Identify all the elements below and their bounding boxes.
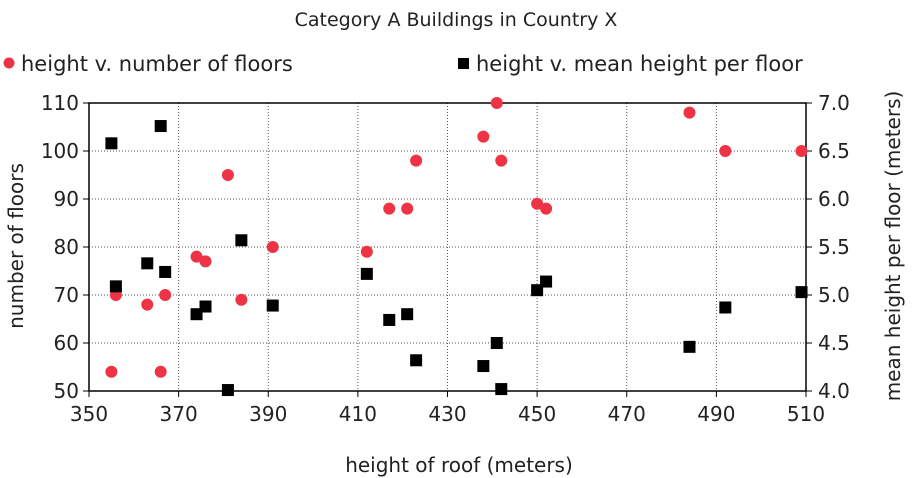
data-point-mean-height — [221, 384, 234, 397]
chart-title: Category A Buildings in Country X — [295, 9, 618, 31]
data-point-mean-height — [235, 234, 248, 247]
y-left-tick-label: 70 — [54, 283, 79, 307]
data-point-floors — [531, 197, 544, 210]
legend-label-mean-height: height v. mean height per floor — [476, 52, 803, 76]
data-point-floors — [159, 289, 172, 301]
x-tick-label: 490 — [697, 402, 735, 426]
data-point-mean-height — [199, 300, 212, 313]
data-point-floors — [154, 365, 167, 378]
series-number-of-floors — [105, 97, 808, 378]
data-point-floors — [795, 145, 808, 157]
data-point-mean-height — [540, 275, 553, 288]
y-right-tick-label: 5.5 — [818, 235, 850, 259]
data-point-floors — [105, 365, 118, 378]
y-right-tick-label: 6.0 — [818, 187, 850, 211]
legend-marker-mean-height — [458, 58, 469, 69]
data-point-mean-height — [159, 265, 172, 278]
data-point-floors — [495, 154, 508, 167]
axis-ticks — [83, 102, 812, 397]
data-point-floors — [221, 169, 234, 181]
legend-label-floors: height v. number of floors — [21, 52, 293, 76]
x-tick-label: 410 — [339, 402, 377, 426]
y-left-tick-label: 110 — [41, 91, 79, 115]
data-point-mean-height — [683, 340, 696, 353]
x-tick-label: 390 — [249, 402, 287, 426]
data-point-floors — [490, 97, 503, 109]
series-mean-height-per-floor — [105, 120, 808, 397]
data-point-mean-height — [383, 313, 396, 326]
y-right-tick-label: 5.0 — [818, 283, 850, 307]
data-point-floors — [401, 202, 414, 215]
data-point-mean-height — [795, 286, 808, 299]
data-point-floors — [190, 250, 203, 263]
data-point-mean-height — [477, 360, 490, 373]
data-point-floors — [235, 293, 248, 306]
y-right-tick-label: 4.0 — [818, 379, 850, 403]
data-point-floors — [719, 145, 732, 157]
data-point-floors — [383, 202, 396, 215]
y-right-tick-label: 6.5 — [818, 139, 850, 163]
y-left-tick-label: 80 — [54, 235, 79, 259]
y-left-tick-label: 50 — [54, 379, 79, 403]
legend: height v. number of floors height v. mea… — [3, 52, 803, 76]
x-tick-label: 430 — [428, 402, 466, 426]
data-point-floors — [540, 202, 553, 215]
axis-tick-labels: 350 370 390 410 430 450 470 490 510 50 60 70 80 90 100… — [41, 91, 850, 426]
x-tick-label: 350 — [70, 402, 108, 426]
data-point-floors — [477, 130, 490, 143]
data-point-mean-height — [266, 299, 279, 312]
data-point-mean-height — [154, 120, 167, 133]
y-left-tick-label: 60 — [54, 331, 79, 355]
y-right-tick-label: 7.0 — [818, 91, 850, 115]
x-tick-label: 370 — [160, 402, 198, 426]
data-point-mean-height — [360, 267, 373, 280]
x-tick-label: 470 — [608, 402, 646, 426]
data-point-mean-height — [490, 337, 503, 349]
y-right-tick-label: 4.5 — [818, 331, 850, 355]
data-point-floors — [199, 255, 212, 268]
data-point-floors — [360, 245, 373, 258]
data-point-mean-height — [719, 301, 732, 314]
y-left-tick-label: 90 — [54, 187, 79, 211]
data-point-mean-height — [401, 308, 414, 321]
data-point-mean-height — [105, 137, 118, 150]
data-point-floors — [410, 154, 423, 167]
y-axis-label-right: mean height per floor (meters) — [881, 91, 905, 402]
data-point-mean-height — [109, 280, 122, 293]
data-point-floors — [141, 298, 154, 311]
x-axis-label: height of roof (meters) — [345, 453, 573, 477]
x-tick-label: 450 — [518, 402, 556, 426]
data-point-mean-height — [410, 354, 423, 367]
y-left-tick-label: 100 — [41, 139, 79, 163]
data-point-mean-height — [141, 257, 154, 270]
y-axis-label-left: number of floors — [4, 163, 28, 329]
data-point-floors — [683, 106, 696, 119]
x-tick-label: 510 — [787, 402, 825, 426]
legend-marker-floors — [3, 57, 15, 69]
data-point-mean-height — [495, 383, 508, 396]
data-point-floors — [266, 241, 279, 253]
